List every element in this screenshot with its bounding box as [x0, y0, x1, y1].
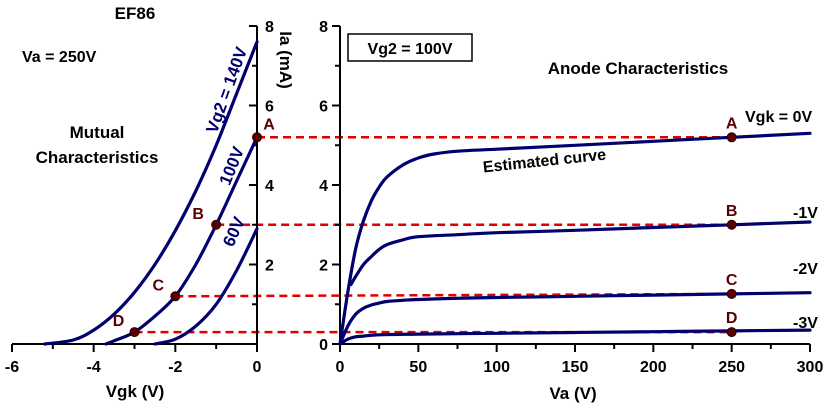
- left-subtitle-line1: Mutual: [70, 123, 125, 142]
- left-x-tick-label: -6: [5, 359, 19, 376]
- right-x-tick-label: 100: [483, 359, 510, 376]
- right-y-tick-label: 8: [319, 19, 328, 36]
- right-title: Anode Characteristics: [548, 59, 728, 78]
- left-ylabel: Ia (mA): [276, 31, 295, 89]
- left-point-label-d: D: [113, 313, 125, 330]
- right-x-tick-label: 200: [640, 359, 667, 376]
- right-x-tick-label: 250: [718, 359, 745, 376]
- right-point-label-c: C: [726, 272, 738, 289]
- right-x-tick-label: 150: [562, 359, 589, 376]
- vgk-0v-curve: [338, 131, 812, 346]
- right-x-tick-label: 0: [336, 359, 345, 376]
- left-x-tick-label: -2: [168, 359, 182, 376]
- right-condition: Vg2 = 100V: [368, 41, 453, 58]
- right-x-tick-label: 50: [409, 359, 427, 376]
- right-condition-box: [347, 33, 473, 62]
- right-xlabel: Va (V): [549, 384, 596, 403]
- right-point-b: [726, 219, 737, 230]
- series-label-vgk-0v-curve: Vgk = 0V: [745, 109, 812, 126]
- left-x-tick-label: 0: [253, 359, 262, 376]
- right-point-a: [726, 132, 737, 143]
- left-point-b: [211, 219, 222, 230]
- left-y-tick-label: 8: [265, 19, 274, 36]
- left-xlabel: Vgk (V): [106, 382, 165, 401]
- right-y-tick-label: 6: [319, 99, 328, 116]
- vgk-minus2v-curve: [338, 291, 812, 346]
- left-point-label-c: C: [153, 277, 165, 294]
- right-point-label-a: A: [726, 115, 738, 132]
- left-condition: Va = 250V: [22, 49, 97, 66]
- right-y-tick-label: 0: [319, 337, 328, 354]
- right-point-label-d: D: [726, 310, 738, 327]
- estimated-curve-annotation: Estimated curve: [482, 147, 607, 177]
- left-y-tick-label: 6: [265, 99, 274, 116]
- series-label-60v: 60V: [219, 213, 249, 249]
- right-point-label-b: B: [726, 203, 738, 220]
- series-label-vgk-minus3v-curve: -3V: [793, 315, 818, 332]
- right-y-tick-label: 4: [319, 178, 328, 195]
- left-point-label-a: A: [263, 116, 275, 133]
- left-y-tick-label: 4: [265, 178, 274, 195]
- vg2-140v-curve: [43, 40, 259, 346]
- right-point-d: [726, 327, 737, 338]
- right-point-c: [726, 288, 737, 299]
- axes: -6 -4 -2 0 2 4 6 8 0 50 100 150 200 250 300 0 2 4 6 8: [5, 19, 824, 376]
- left-point-a: [252, 132, 262, 143]
- points: A B C D A B C D: [113, 115, 738, 338]
- vg2-60v-curve: [153, 227, 259, 346]
- series-label-vgk-minus2v-curve: -2V: [793, 261, 818, 278]
- left-subtitle-line2: Characteristics: [36, 148, 159, 167]
- left-y-tick-label: 2: [265, 258, 274, 275]
- left-title: EF86: [115, 4, 156, 23]
- left-point-label-b: B: [192, 206, 204, 223]
- left-x-tick-label: -4: [87, 359, 101, 376]
- projection-line-c: [175, 292, 732, 298]
- vgk-minus3v-curve: [338, 328, 812, 346]
- left-point-d: [129, 327, 140, 338]
- right-x-tick-label: 300: [797, 359, 824, 376]
- left-point-c: [170, 291, 181, 302]
- right-y-tick-label: 2: [319, 258, 328, 275]
- vgk-minus1v-curve: [349, 220, 812, 286]
- series-label-vgk-minus1v-curve: -1V: [793, 205, 818, 222]
